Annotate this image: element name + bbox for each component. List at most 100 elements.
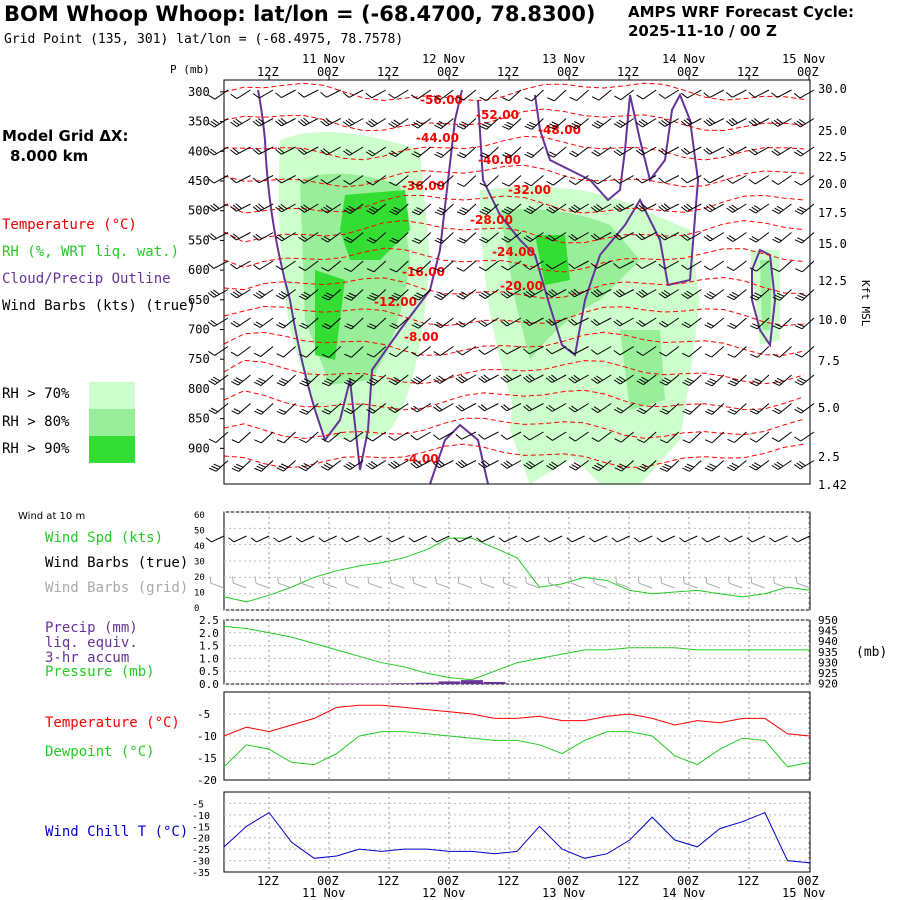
wind-barb-flag [635,206,643,212]
wind-barb-flag [638,378,647,384]
top-date-label: 11 Nov [302,52,345,66]
wind-barb-flag [435,377,443,383]
wind-barb-cross-section [230,317,251,328]
wind-barb-true [769,535,788,543]
wind-barb-flag [300,235,308,241]
temp-tick-label: -20 [197,774,217,787]
wind-barb-flag [411,182,419,187]
temperature-contour [223,389,805,411]
wind-barb-flag [235,203,242,209]
wind-barb-flag [658,121,666,127]
wind-barb-cross-section [344,260,364,272]
top-date-label: 13 Nov [542,52,585,66]
windchill-tick-label: -25 [192,845,210,856]
wind-barb-flag [633,537,640,543]
wind-barb-cross-section [704,289,725,300]
temperature-contour [223,82,805,102]
wind-barb-flag [613,206,620,212]
wind-barb-flag [506,206,514,211]
wind-barb-flag [455,434,462,440]
wind-barb-flag [545,320,553,326]
wind-barb-flag [774,294,783,299]
wind-barb-flag [235,377,243,382]
wind-barb-flag [431,537,438,543]
wind-barb-flag [456,239,465,244]
wind-barb-flag [408,537,415,543]
temperature-contour-label: -24.00 [492,245,535,259]
wind-barb-flag [729,380,738,385]
wind-barb-flag [258,203,265,210]
wind-barb-flag [773,149,781,155]
wind-barb-flag [478,349,485,355]
wind-barb-flag [521,537,528,543]
wind-barb-flag [345,463,353,469]
wind-barb-flag [703,265,711,271]
pressure-tick-label: 600 [188,263,210,277]
bottom-hour-label: 00Z [437,874,459,888]
temperature-contour-label: -56.00 [420,93,463,107]
wind-barb-cross-section [253,289,274,299]
wind-barb-flag [298,295,306,301]
wind-barb-flag [591,466,600,472]
wind-barb-cross-section [703,203,725,213]
wind-barb-staff [441,260,454,272]
wind-barb-staff [214,317,229,327]
wind-barb-flag [300,205,308,212]
wind-barb-flag [566,537,573,543]
wind-barb-cross-section [794,374,815,386]
wind-barb-staff [552,431,567,441]
wind-barb-flag [728,235,736,241]
wind-barb-flag [456,154,465,159]
wind-barb-flag [436,122,444,128]
wind-barb-flag [278,322,286,327]
wind-barb-flag [796,407,804,412]
wind-barb-flag [456,125,465,130]
wind-barb-staff [619,346,634,356]
wind-barb-flag [635,149,643,156]
wind-barb-flag [318,537,325,543]
wind-barb-cross-section [365,431,387,442]
wind-barb-cross-section [275,260,296,271]
wind-barb-flag [212,119,220,125]
wind-barb-cross-section [501,260,522,271]
wind-barb-flag [205,537,212,543]
wind-barb-flag [438,375,446,381]
wind-barb-flag [727,382,735,387]
wind-barb-cross-section [275,89,296,99]
wind-barb-cross-section [703,260,725,271]
wind-barb-cross-section [433,374,454,384]
wind-barb-cross-section [366,346,387,358]
wind-barb-staff [801,317,815,330]
wind-barb-flag [701,537,708,543]
wind-barb-cross-section [523,317,544,326]
wind-barb-flag [276,467,284,472]
wind-barb-cross-section [682,431,702,444]
wind-barb-flag [258,290,266,296]
wind-barb-flag [751,236,759,241]
wind-barb-flag [320,92,327,98]
wind-barb-flag [680,206,688,212]
wind-barb-flag [795,296,803,301]
wind-barb-flag [211,465,219,470]
wind-barb-cross-section [321,317,342,330]
wind-barb-cross-section [659,460,680,472]
wind-barb-true [498,535,518,543]
wind-barb-flag [208,380,216,385]
wind-barb-staff [597,346,612,355]
windchill-tick-label: -30 [192,857,210,868]
wind-barb-cross-section [366,232,387,244]
wind-barb-cross-section [569,89,589,102]
wind-barb-staff [305,431,319,443]
wind-barb-flag [752,380,760,385]
wind-barb-flag [593,205,601,211]
wind-barb-cross-section [207,118,229,128]
page-title: BOM Whoop Whoop: lat/lon = (-68.4700, 78… [4,2,596,26]
temperature-contour [223,220,805,244]
wind-barb-flag [727,438,735,444]
wind-barb-cross-section [524,175,544,187]
wind-barb-flag [281,463,289,468]
wind-barb-flag [340,537,347,543]
wind-barb-staff [394,89,409,99]
wind-barb-flag [749,438,757,443]
model-grid-info: Model Grid ΔX: 8.000 km [2,126,129,166]
